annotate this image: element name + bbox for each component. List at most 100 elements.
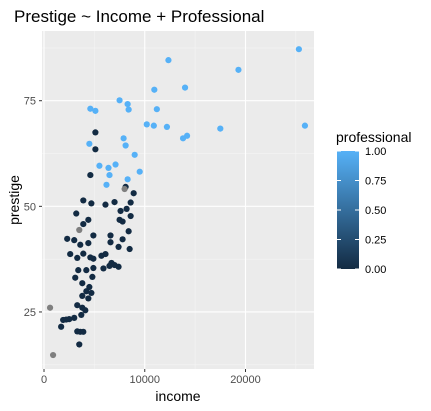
data-point [301,122,309,129]
data-point [131,151,138,158]
data-point [150,122,157,129]
y-axis: 25 50 75 [24,96,42,319]
data-point [119,236,126,243]
x-axis: 0 10000 20000 [41,369,261,386]
data-point [107,232,114,239]
data-point [100,265,107,272]
data-point [165,57,172,64]
data-point [235,66,242,73]
data-point [127,199,134,206]
y-tick-label: 25 [24,307,36,319]
data-point [90,232,97,239]
data-point [74,302,81,309]
chart-title: Prestige ~ Income + Professional [14,7,264,26]
data-point [126,245,133,253]
data-point [217,125,224,132]
data-point [107,239,114,246]
data-point [111,199,118,206]
data-point [117,207,124,215]
data-point [90,264,97,272]
data-point [80,250,87,257]
data-point [74,254,81,261]
data-point [106,171,113,179]
data-point [73,210,80,217]
data-point [136,168,143,175]
data-point [102,201,109,208]
data-point [179,135,187,142]
legend-tick-label: 0.75 [365,176,386,188]
data-point [124,176,131,183]
data-point [106,262,113,270]
data-point [85,239,92,247]
data-point [87,105,94,112]
data-point [92,129,99,136]
x-axis-title: income [155,388,200,404]
data-point [76,226,83,234]
data-point [82,307,89,314]
data-point [64,235,71,242]
data-point [122,142,129,149]
data-point [125,106,132,113]
y-axis-title: prestige [6,175,22,225]
data-point [127,212,134,220]
data-point [123,205,130,212]
data-point [87,171,94,179]
data-point [80,220,87,228]
color-legend: professional 0.00 0.25 0.50 0.75 1.00 [336,129,412,276]
data-point [295,46,302,53]
data-point [90,255,97,262]
data-point [49,351,57,359]
minor-gridlines [42,31,314,369]
legend-tick-label: 1.00 [365,146,386,158]
data-point [143,121,150,128]
data-point [88,289,95,297]
data-point [46,304,54,311]
legend-ticks: 0.00 0.25 0.50 0.75 1.00 [337,146,386,276]
data-point [130,190,137,197]
data-point [78,311,85,319]
data-point [121,185,128,193]
data-point [120,135,127,142]
data-point [92,107,99,114]
data-point [77,241,84,248]
data-point [71,237,78,244]
legend-tick-label: 0.25 [365,235,386,247]
legend-tick-label: 0.50 [365,205,386,217]
data-point [75,267,82,274]
y-tick-label: 50 [24,201,36,213]
data-point [76,341,83,348]
x-tick-label: 10000 [129,374,160,386]
data-point [105,164,112,171]
data-point [86,140,93,147]
x-tick-label: 0 [41,374,47,386]
data-point [119,218,126,225]
data-point [83,288,90,295]
data-point [112,161,119,168]
data-point [115,243,122,250]
data-point [58,323,65,330]
data-point [72,274,79,281]
data-point [124,100,131,108]
data-point [71,314,78,321]
data-point [163,123,171,131]
data-point [153,106,160,113]
data-points [46,46,309,359]
data-point [67,250,74,258]
data-point [80,197,87,204]
data-point [79,292,86,300]
data-point [116,97,123,104]
data-point [63,316,70,323]
data-point [125,228,132,235]
data-point [85,295,92,302]
legend-title: professional [336,129,412,145]
data-point [88,200,95,207]
data-point [85,216,92,223]
data-point [96,162,103,169]
x-tick-label: 20000 [230,374,261,386]
data-point [79,280,86,287]
data-point [80,328,87,335]
legend-colorbar [337,151,359,269]
y-tick-label: 75 [24,96,36,108]
data-point [181,84,189,91]
